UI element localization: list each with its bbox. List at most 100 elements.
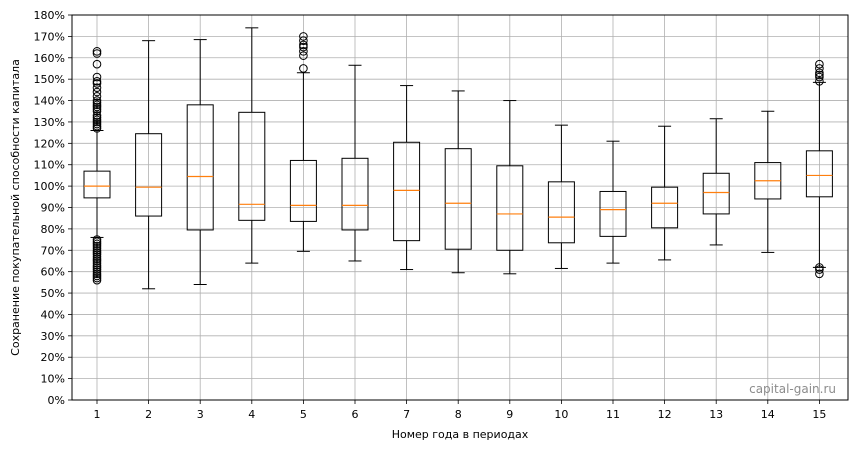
x-tick-label: 14: [761, 408, 775, 421]
outlier-point: [92, 248, 102, 257]
x-tick-label: 5: [300, 408, 307, 421]
outlier-point: [815, 70, 824, 80]
iqr-box: [599, 190, 627, 237]
y-tick-label: 40%: [41, 308, 65, 321]
grid-lines: [72, 14, 848, 401]
watermark: capital-gain.ru: [749, 382, 836, 396]
outlier-point: [92, 241, 102, 251]
outlier-point: [92, 104, 102, 114]
iqr-box: [496, 165, 524, 251]
outlier-point: [815, 263, 824, 272]
iqr-box: [238, 111, 266, 221]
box-plot-12: [651, 125, 679, 261]
y-tick-label: 30%: [41, 330, 65, 343]
iqr-box: [444, 148, 472, 250]
y-tick-label: 110%: [34, 159, 65, 172]
box-plot-9: [496, 100, 524, 275]
outlier-point: [92, 87, 102, 97]
outlier-point: [92, 260, 102, 270]
y-tick-label: 80%: [41, 223, 65, 236]
box-plot-11: [599, 140, 627, 264]
outlier-point: [92, 237, 102, 247]
outlier-point: [92, 124, 102, 133]
outlier-point: [92, 96, 102, 105]
x-tick-label: 6: [352, 408, 359, 421]
outlier-point: [299, 51, 308, 60]
outlier-point: [92, 100, 102, 110]
outlier-point: [92, 117, 102, 127]
outlier-point: [815, 68, 824, 78]
outlier-point: [92, 239, 102, 249]
outlier-point: [92, 263, 102, 272]
outlier-point: [92, 79, 102, 88]
outlier-point: [92, 98, 102, 107]
outlier-point: [92, 254, 102, 264]
x-tick-label: 7: [403, 408, 410, 421]
box-plot-10: [547, 124, 575, 269]
outlier-point: [92, 256, 102, 266]
outlier-point: [92, 269, 102, 279]
outlier-point: [92, 271, 102, 281]
outlier-point: [299, 42, 308, 52]
outlier-point: [92, 106, 102, 116]
outlier-point: [299, 40, 308, 50]
y-tick-label: 130%: [34, 116, 65, 129]
x-tick-label: 3: [197, 408, 204, 421]
iqr-box: [289, 159, 317, 222]
box-plot-5: [289, 32, 317, 252]
x-tick-label: 13: [709, 408, 723, 421]
outlier-point: [92, 72, 102, 82]
outlier-point: [815, 59, 824, 69]
outlier-point: [92, 59, 102, 69]
iqr-box: [393, 141, 421, 242]
outlier-point: [92, 49, 102, 58]
box-plot-14: [754, 110, 782, 253]
iqr-box: [651, 186, 679, 229]
x-tick-label: 9: [506, 408, 513, 421]
x-tick-label: 15: [812, 408, 826, 421]
box-plot-13: [702, 118, 730, 246]
y-tick-label: 140%: [34, 95, 65, 108]
box-plot-7: [393, 85, 421, 271]
iqr-box: [341, 157, 369, 231]
outlier-point: [92, 121, 102, 131]
x-axis-label: Номер года в периодах: [392, 428, 529, 441]
outlier-point: [92, 267, 102, 276]
outlier-point: [92, 91, 102, 101]
y-tick-label: 70%: [41, 244, 65, 257]
outlier-point: [92, 111, 102, 120]
outlier-point: [299, 36, 308, 45]
outlier-point: [92, 275, 102, 285]
x-tick-label: 2: [145, 408, 152, 421]
outlier-point: [815, 72, 824, 82]
y-tick-label: 100%: [34, 180, 65, 193]
box-plot-15: [805, 59, 833, 279]
x-tick-label: 8: [455, 408, 462, 421]
outlier-point: [299, 64, 308, 73]
axis-ticks: 0% 10% 20% 30% 40% 50% 60% 70% 80% 90% 100% 110% 120…: [34, 9, 827, 421]
y-tick-label: 20%: [41, 351, 65, 364]
iqr-box: [186, 104, 214, 231]
outlier-point: [92, 258, 102, 268]
y-tick-label: 10%: [41, 373, 65, 386]
x-tick-label: 10: [554, 408, 568, 421]
outlier-point: [92, 47, 102, 56]
outlier-point: [92, 243, 102, 253]
outlier-point: [92, 83, 102, 93]
outlier-point: [815, 77, 824, 86]
outlier-point: [815, 265, 824, 274]
iqr-box: [83, 170, 111, 199]
y-tick-label: 50%: [41, 287, 65, 300]
outlier-point: [92, 115, 102, 125]
y-tick-label: 90%: [41, 202, 65, 215]
outlier-point: [92, 77, 102, 86]
y-tick-label: 160%: [34, 52, 65, 65]
outlier-point: [92, 102, 102, 112]
y-tick-label: 180%: [34, 9, 65, 22]
y-tick-label: 150%: [34, 73, 65, 86]
outlier-point: [92, 119, 102, 129]
x-tick-label: 4: [248, 408, 255, 421]
box-plot-2: [135, 40, 163, 290]
outlier-point: [92, 245, 102, 255]
